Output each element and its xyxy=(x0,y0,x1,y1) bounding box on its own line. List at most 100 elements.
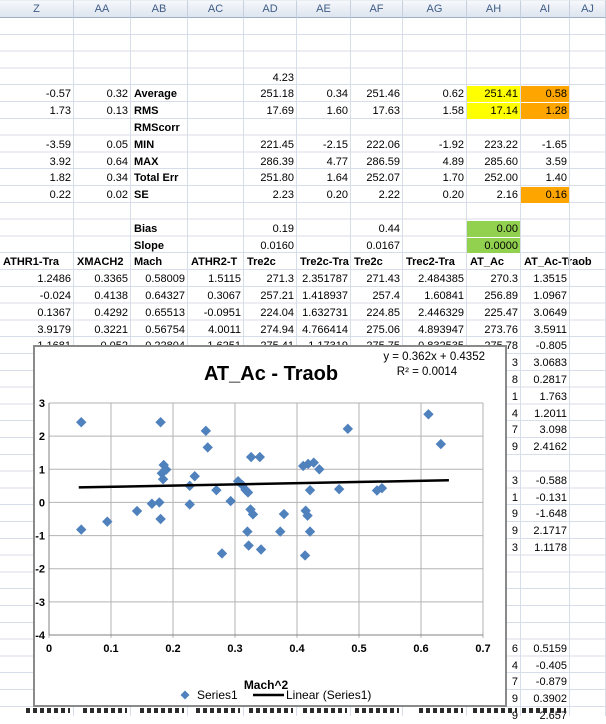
cell-AI24[interactable]: 3.098 xyxy=(539,424,567,437)
cell-AH7[interactable]: 223.22 xyxy=(484,138,518,151)
cell-AH9[interactable]: 252.00 xyxy=(484,172,518,185)
cell-AA10[interactable]: 0.02 xyxy=(106,189,128,202)
cell-AD3[interactable]: 4.23 xyxy=(272,71,294,84)
cell-AB13[interactable]: Slope xyxy=(134,239,164,252)
cell-AA7[interactable]: 0.05 xyxy=(106,138,128,151)
cell-AG5[interactable]: 1.58 xyxy=(442,105,464,118)
cell-AB18[interactable]: 0.56754 xyxy=(145,323,185,336)
cell-AB10[interactable]: SE xyxy=(134,189,149,202)
chart-object[interactable]: 3 2 1 0 -1 -2 -3 -4 0 0.1 0.2 0.3 0.4 0.5 0.6 0.7 AT_Ac … xyxy=(33,345,507,707)
cell-AF4[interactable]: 251.46 xyxy=(366,88,400,101)
cell-AI5[interactable]: 1.28 xyxy=(521,103,570,119)
cell-AF10[interactable]: 2.22 xyxy=(378,189,400,202)
cell-AB15[interactable]: 0.58009 xyxy=(145,273,185,286)
cell-AH4[interactable]: 251.41 xyxy=(467,86,521,103)
cell-AH38[interactable]: 4 xyxy=(511,659,518,672)
cell-AI9[interactable]: 1.40 xyxy=(545,172,567,185)
cell-AD5[interactable]: 17.69 xyxy=(266,105,294,118)
cell-AA16[interactable]: 0.4138 xyxy=(94,290,128,302)
cell-AF14[interactable]: Tre2c xyxy=(354,256,383,269)
cell-AH31[interactable]: 3 xyxy=(511,542,518,554)
cell-AD10[interactable]: 2.23 xyxy=(272,189,294,202)
cell-AI29[interactable]: -1.648 xyxy=(535,508,567,521)
cell-Z14[interactable]: ATHR1-Tra xyxy=(3,256,60,269)
cell-AB9[interactable]: Total Err xyxy=(134,172,179,185)
cell-AB12[interactable]: Bias xyxy=(134,222,158,235)
cell-AB17[interactable]: 0.65513 xyxy=(145,306,185,319)
cell-AE7[interactable]: -2.15 xyxy=(322,138,348,151)
cell-AA17[interactable]: 0.4292 xyxy=(94,306,128,319)
cell-AF12[interactable]: 0.44 xyxy=(378,222,400,235)
cell-AA9[interactable]: 0.34 xyxy=(106,172,128,185)
cell-AH30[interactable]: 9 xyxy=(511,525,518,538)
column-header-AB[interactable]: AB xyxy=(131,0,188,18)
column-header-AA[interactable]: AA xyxy=(74,0,131,18)
cell-AD15[interactable]: 271.3 xyxy=(266,273,294,286)
cell-AH23[interactable]: 4 xyxy=(511,407,518,420)
column-header-AC[interactable]: AC xyxy=(188,0,244,18)
cell-AG16[interactable]: 1.60841 xyxy=(424,290,464,302)
cell-AC17[interactable]: -0.0951 xyxy=(203,306,241,319)
cell-AH10[interactable]: 2.16 xyxy=(496,189,518,202)
cell-AG18[interactable]: 4.893947 xyxy=(418,323,464,336)
cell-AD17[interactable]: 224.04 xyxy=(260,306,294,319)
cell-AB16[interactable]: 0.64327 xyxy=(145,290,185,302)
cell-AD8[interactable]: 286.39 xyxy=(260,155,294,168)
cell-AE9[interactable]: 1.64 xyxy=(326,172,348,185)
cell-Z10[interactable]: 0.22 xyxy=(49,189,71,202)
cell-AA15[interactable]: 0.3365 xyxy=(94,273,128,286)
cell-AD13[interactable]: 0.0160 xyxy=(260,239,294,252)
cell-AH17[interactable]: 225.47 xyxy=(484,306,518,319)
cell-AI31[interactable]: 1.1178 xyxy=(534,542,567,554)
cell-AH21[interactable]: 8 xyxy=(511,374,518,386)
cell-AA8[interactable]: 0.64 xyxy=(106,155,128,168)
cell-AI22[interactable]: 1.763 xyxy=(539,390,567,403)
cell-AC14[interactable]: ATHR2-T xyxy=(191,256,238,269)
cell-AE16[interactable]: 1.418937 xyxy=(302,290,348,302)
cell-AI21[interactable]: 0.2817 xyxy=(533,374,567,386)
cell-Z4[interactable]: -0.57 xyxy=(45,88,71,101)
column-header-AG[interactable]: AG xyxy=(403,0,467,18)
cell-AI28[interactable]: -0.131 xyxy=(535,491,567,504)
cell-AI27[interactable]: -0.588 xyxy=(535,474,567,487)
column-header-AD[interactable]: AD xyxy=(244,0,297,18)
column-header-AF[interactable]: AF xyxy=(351,0,403,18)
cell-AH29[interactable]: 9 xyxy=(511,508,518,521)
cell-AH13[interactable]: 0.0000 xyxy=(467,237,521,254)
cell-Z5[interactable]: 1.73 xyxy=(49,105,71,118)
cell-AH40[interactable]: 9 xyxy=(511,693,518,706)
cell-AE5[interactable]: 1.60 xyxy=(326,105,348,118)
cell-AG4[interactable]: 0.62 xyxy=(442,88,464,101)
cell-AH27[interactable]: 3 xyxy=(511,474,518,487)
cell-Z9[interactable]: 1.82 xyxy=(49,172,71,185)
cell-AE14[interactable]: Tre2c-Tra xyxy=(300,256,349,269)
cell-AI17[interactable]: 3.0649 xyxy=(533,306,567,319)
cell-AH37[interactable]: 6 xyxy=(511,642,518,655)
cell-AH5[interactable]: 17.14 xyxy=(467,103,521,119)
cell-AD7[interactable]: 221.45 xyxy=(260,138,294,151)
cell-AH24[interactable]: 7 xyxy=(511,424,518,437)
cell-AI37[interactable]: 0.5159 xyxy=(533,642,567,655)
cell-AD18[interactable]: 274.94 xyxy=(260,323,294,336)
cell-AF13[interactable]: 0.0167 xyxy=(366,239,400,252)
cell-AH25[interactable]: 9 xyxy=(511,441,518,454)
cell-AB7[interactable]: MIN xyxy=(134,138,155,151)
cell-AI20[interactable]: 3.0683 xyxy=(533,357,567,370)
cell-AB14[interactable]: Mach xyxy=(134,256,163,269)
cell-AI25[interactable]: 2.4162 xyxy=(533,441,567,454)
column-header-AJ[interactable]: AJ xyxy=(570,0,606,18)
cell-AB4[interactable]: Average xyxy=(134,88,178,101)
cell-AH39[interactable]: 7 xyxy=(511,676,518,689)
cell-AG9[interactable]: 1.70 xyxy=(442,172,464,185)
cell-AE17[interactable]: 1.632731 xyxy=(302,306,348,319)
cell-AD12[interactable]: 0.19 xyxy=(272,222,294,235)
cell-AB6[interactable]: RMScorr xyxy=(134,122,180,134)
cell-AI16[interactable]: 1.0967 xyxy=(533,290,567,302)
cell-AF5[interactable]: 17.63 xyxy=(372,105,400,118)
cell-AG8[interactable]: 4.89 xyxy=(442,155,464,168)
cell-AI15[interactable]: 1.3515 xyxy=(533,273,567,286)
cell-Z15[interactable]: 1.2486 xyxy=(37,273,71,286)
cell-AE18[interactable]: 4.766414 xyxy=(302,323,348,336)
cell-AF15[interactable]: 271.43 xyxy=(366,273,400,286)
cell-AA5[interactable]: 0.13 xyxy=(106,105,128,118)
